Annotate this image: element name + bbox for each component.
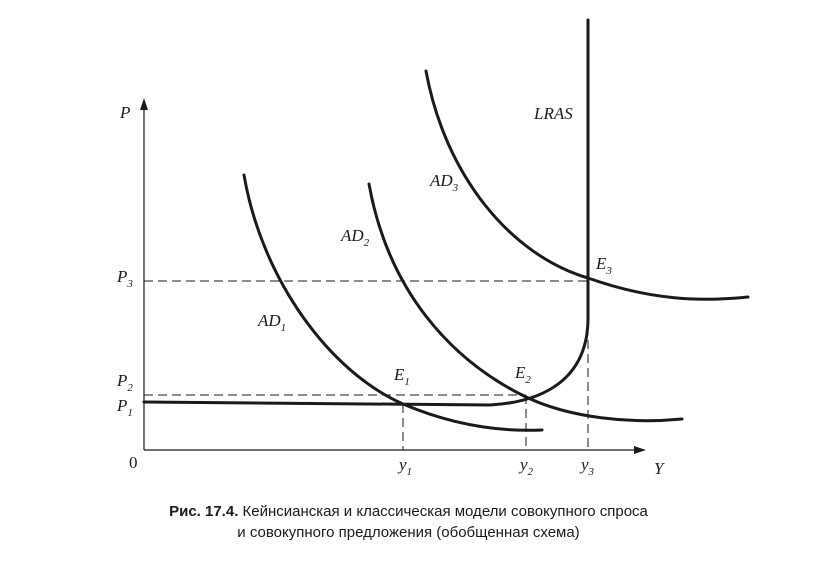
p1-label: P1 xyxy=(116,396,133,419)
ad2-curve xyxy=(367,182,684,423)
aggregate-supply-curve xyxy=(142,18,590,407)
ad1-curve xyxy=(242,173,544,432)
output-axis-label: Y xyxy=(654,459,665,478)
caption-line-1: Рис. 17.4. Кейнсианская и классическая м… xyxy=(0,501,817,522)
caption-text-2: и совокупного предложения (обобщенная сх… xyxy=(237,524,580,541)
ad3-label: AD3 xyxy=(429,171,459,194)
y1-label: y1 xyxy=(397,455,412,478)
y3-label: y3 xyxy=(579,455,595,478)
ad1-label: AD1 xyxy=(257,311,286,334)
caption-text-1: Кейнсианская и классическая модели совок… xyxy=(242,503,648,520)
price-axis-arrow xyxy=(140,98,148,110)
origin-label: 0 xyxy=(129,453,138,472)
lras-label: LRAS xyxy=(533,104,573,123)
p2-label: P2 xyxy=(116,371,133,394)
figure-caption: Рис. 17.4. Кейнсианская и классическая м… xyxy=(0,501,817,543)
axes xyxy=(140,98,646,454)
ad2-label: AD2 xyxy=(340,226,370,249)
y2-label: y2 xyxy=(518,455,534,478)
caption-figure-number: Рис. 17.4. xyxy=(169,503,239,520)
ad3-curve xyxy=(424,69,750,301)
output-axis-arrow xyxy=(634,446,646,454)
e1-label: E1 xyxy=(393,365,410,388)
e2-label: E2 xyxy=(514,363,531,386)
price-axis-label: P xyxy=(119,103,130,122)
guide-lines xyxy=(144,280,589,450)
p3-label: P3 xyxy=(116,267,133,290)
keynesian-classical-ad-as-diagram: P Y 0 LRAS AD1 AD2 AD3 E1 E2 E3 P3 P2 P1… xyxy=(116,18,750,478)
e3-label: E3 xyxy=(595,254,612,277)
